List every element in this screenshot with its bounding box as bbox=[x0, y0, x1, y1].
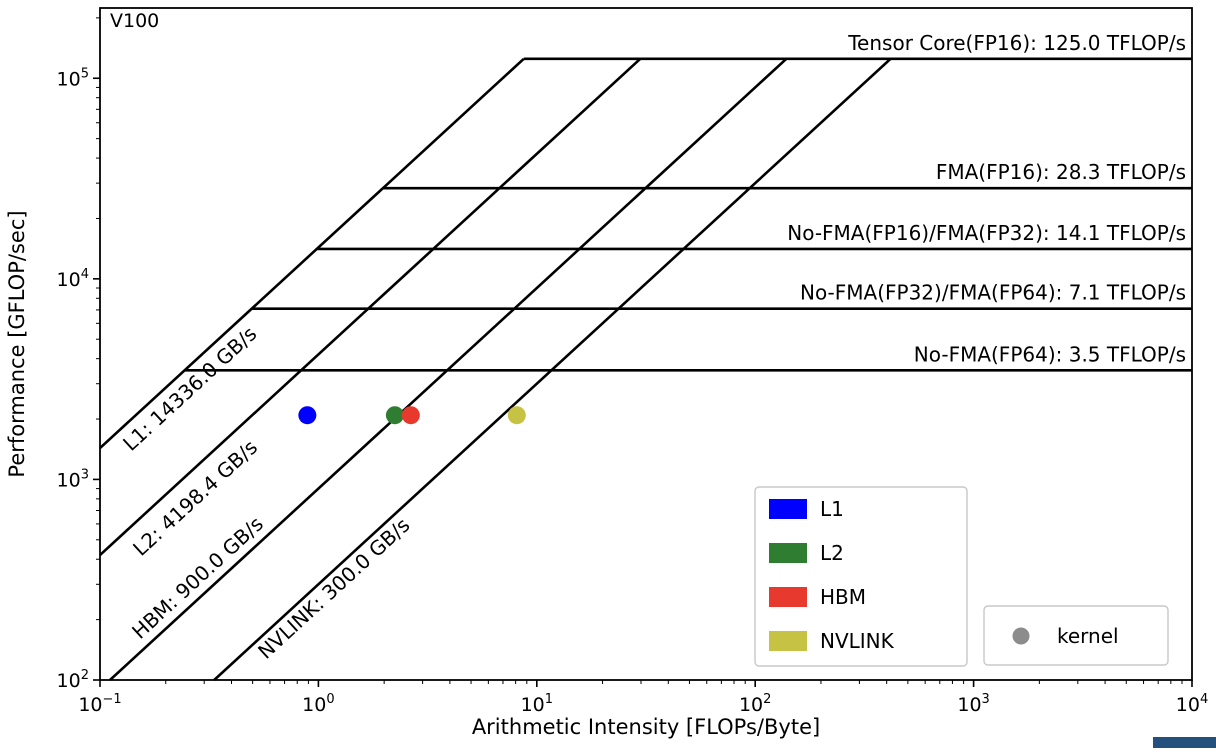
x-tick-label: 101 bbox=[521, 692, 553, 716]
y-tick-label: 104 bbox=[57, 267, 89, 291]
kernel-point-nvlink bbox=[507, 406, 526, 425]
kernel-legend-box bbox=[983, 605, 1169, 666]
legend-label-hbm: HBM bbox=[820, 585, 866, 609]
compute-ceiling-label: No-FMA(FP16)/FMA(FP32): 14.1 TFLOP/s bbox=[787, 221, 1186, 245]
legend-label-l1: L1 bbox=[820, 497, 844, 521]
kernel-point-l1 bbox=[298, 406, 317, 425]
compute-ceiling-label: No-FMA(FP32)/FMA(FP64): 7.1 TFLOP/s bbox=[800, 281, 1186, 305]
y-tick-label: 102 bbox=[57, 668, 89, 692]
memory-ceiling-line bbox=[99, 57, 642, 556]
compute-ceiling-label: FMA(FP16): 28.3 TFLOP/s bbox=[936, 160, 1186, 184]
x-tick-label: 10−1 bbox=[78, 692, 121, 716]
compute-ceiling-label: Tensor Core(FP16): 125.0 TFLOP/s bbox=[847, 31, 1186, 55]
y-tick-label: 103 bbox=[57, 467, 89, 491]
x-tick-label: 100 bbox=[302, 692, 334, 716]
x-tick-label: 103 bbox=[957, 692, 989, 716]
memory-ceiling-label: L1: 14336.0 GB/s bbox=[118, 321, 261, 455]
legend-swatch-l1 bbox=[769, 499, 807, 519]
chart-title: V100 bbox=[110, 10, 159, 32]
bottom-right-artifact bbox=[1153, 737, 1216, 748]
legend-swatch-hbm bbox=[769, 587, 807, 607]
y-tick-label: 105 bbox=[57, 66, 89, 90]
plot-border bbox=[99, 7, 1193, 681]
memory-ceiling-label: NVLINK: 300.0 GB/s bbox=[253, 513, 414, 664]
compute-ceiling-label: No-FMA(FP64): 3.5 TFLOP/s bbox=[914, 342, 1186, 366]
legend-label-nvlink: NVLINK bbox=[820, 629, 895, 653]
kernel-point-hbm bbox=[401, 406, 420, 425]
kernel-legend-label: kernel bbox=[1057, 624, 1119, 648]
kernel-legend-marker bbox=[1012, 627, 1030, 645]
legend-swatch-l2 bbox=[769, 543, 807, 563]
memory-ceiling-line bbox=[109, 57, 788, 681]
legend-swatch-nvlink bbox=[769, 631, 807, 651]
memory-ceiling-line bbox=[99, 57, 525, 449]
series-legend-box bbox=[754, 486, 968, 667]
x-tick-label: 104 bbox=[1176, 692, 1208, 716]
y-axis-label: Performance [GFLOP/sec] bbox=[5, 210, 29, 477]
memory-ceiling-line bbox=[213, 57, 892, 681]
x-axis-label: Arithmetic Intensity [FLOPs/Byte] bbox=[472, 715, 820, 739]
x-tick-label: 102 bbox=[739, 692, 771, 716]
kernel-point-l2 bbox=[385, 406, 404, 425]
legend-label-l2: L2 bbox=[820, 541, 844, 565]
